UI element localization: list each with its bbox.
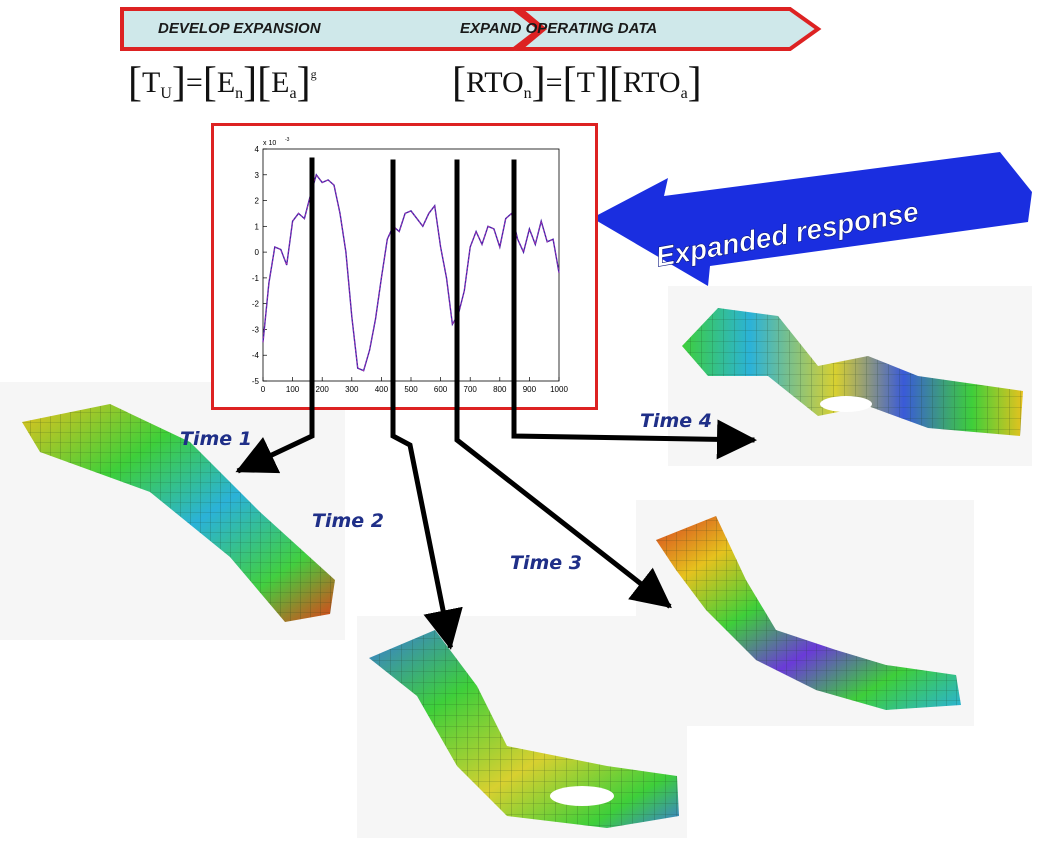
x-tick-label: 900: [523, 385, 537, 394]
x-tick-label: 300: [345, 385, 359, 394]
plot-axes-box: [262, 148, 560, 382]
x-tick-label: 0: [261, 385, 266, 394]
y-tick-label: -2: [252, 300, 260, 309]
expand-step-label: EXPAND OPERATING DATA: [460, 20, 658, 37]
x-tick-label: 600: [434, 385, 448, 394]
operating-data-equation: [RTOn]=[T][RTOa]: [452, 60, 702, 106]
develop-step-arrow: [120, 7, 544, 51]
y-tick-label: 3: [255, 171, 260, 180]
y-tick-label: -1: [252, 274, 260, 283]
fe-model-time-3: [636, 500, 974, 726]
x-tick-label: 400: [375, 385, 389, 394]
x-tick-label: 800: [493, 385, 507, 394]
time-3-label: Time 3: [510, 552, 582, 574]
time-2-label: Time 2: [312, 510, 384, 532]
y-tick-label: -3: [252, 325, 260, 334]
x-tick-label: 500: [404, 385, 418, 394]
fe-model-time-2: [357, 616, 687, 838]
develop-step-label: DEVELOP EXPANSION: [158, 20, 321, 37]
x-tick-label: 700: [464, 385, 478, 394]
y-tick-label: 1: [255, 222, 260, 231]
expanded-response-callout: Expanded response: [592, 152, 1032, 286]
y-tick-label: 2: [255, 197, 260, 206]
response-plot: 0 100 200 300 400 500 600 700 800 900 1000 4 3 2 1 0 -1 -…: [252, 137, 569, 394]
time-1-label: Time 1: [180, 428, 252, 450]
y-tick-label: -4: [252, 351, 260, 360]
y-tick-label: 0: [255, 248, 260, 257]
y-exponent-power: -3: [285, 137, 290, 143]
fe-model-time-4: [668, 286, 1032, 466]
expansion-equation: [TU]=[En][Ea]g: [128, 60, 317, 106]
fe-model-time-1: [0, 382, 345, 640]
x-tick-label: 100: [286, 385, 300, 394]
expand-step-arrow: [514, 7, 822, 51]
x-tick-label: 200: [316, 385, 330, 394]
y-tick-label: 4: [255, 145, 260, 154]
x-tick-label: 1000: [550, 385, 568, 394]
process-steps: [120, 7, 822, 51]
time-4-label: Time 4: [640, 410, 712, 432]
y-exponent-label: x 10: [263, 140, 276, 147]
y-tick-label: -5: [252, 377, 260, 386]
